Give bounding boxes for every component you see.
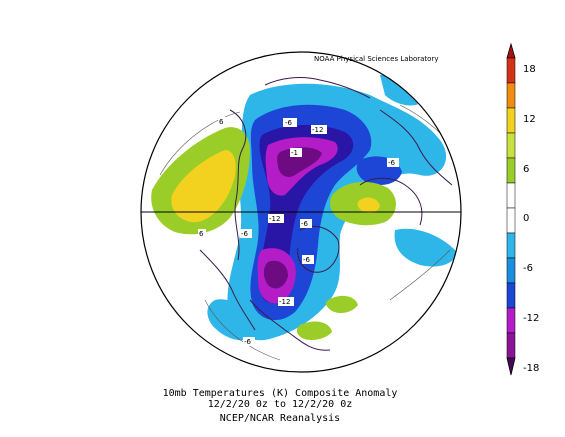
map-boundary-circle — [140, 51, 462, 373]
caption-source: NCEP/NCAR Reanalysis — [219, 413, 341, 424]
negative-anomaly-region-east — [394, 228, 456, 267]
contour-label: -6 — [241, 230, 249, 238]
colorbar-label: 6 — [523, 164, 530, 175]
coastlines — [199, 77, 453, 351]
colorbar-top-arrow — [506, 42, 516, 59]
contour-label: -6 — [303, 256, 311, 264]
colorbar-segment — [506, 82, 516, 109]
colorbar-segment — [506, 157, 516, 184]
colorbar-segment — [506, 182, 516, 209]
colorbar-segment — [506, 232, 516, 259]
colorbar-segment — [506, 307, 516, 334]
negative-anomaly-region-south — [207, 299, 255, 341]
colorbar-bottom-arrow — [506, 357, 516, 376]
contour-label: -6 — [244, 338, 252, 346]
positive-strong-region — [171, 150, 236, 223]
contour-label: -12 — [269, 215, 280, 223]
caption-title: 10mb Temperatures (K) Composite Anomaly — [162, 388, 398, 399]
caption-dates: 12/2/20 0z to 12/2/20 0z — [207, 399, 353, 410]
colorbar-segment — [506, 57, 516, 84]
colorbar-segment — [506, 282, 516, 309]
extreme-negative-region — [277, 147, 322, 177]
colorbar — [506, 42, 516, 376]
contour-label: -12 — [312, 126, 323, 134]
contour-label: -12 — [279, 298, 290, 306]
contour-label: -6 — [301, 220, 309, 228]
colorbar-segment — [506, 207, 516, 234]
colorbar-segment — [506, 257, 516, 284]
contour-label: -6 — [285, 119, 293, 127]
colorbar-label: 12 — [523, 114, 536, 125]
contour-label: -1 — [291, 149, 298, 157]
colorbar-label: -18 — [523, 363, 540, 374]
positive-anomaly-region-south — [296, 321, 332, 340]
colorbar-segment — [506, 332, 516, 359]
extreme-negative-region-2 — [263, 260, 288, 289]
contour-labels: -6 -12 -1 -6 -12 -6 -6 -12 -6 6 6 -6 — [198, 117, 399, 346]
positive-anomaly-region-se — [325, 295, 358, 313]
positive-strong-region-east — [357, 197, 380, 214]
colorbar-label: -6 — [523, 263, 533, 274]
colorbar-label: 18 — [523, 64, 536, 75]
contour-label: 6 — [219, 118, 224, 126]
colorbar-segment — [506, 132, 516, 159]
contour-label: 6 — [199, 230, 204, 238]
contour-label: -6 — [388, 159, 396, 167]
colorbar-segment — [506, 107, 516, 134]
colorbar-label: 0 — [523, 213, 530, 224]
colorbar-label: -12 — [523, 313, 540, 324]
credit-label: NOAA Physical Sciences Laboratory — [314, 55, 439, 63]
